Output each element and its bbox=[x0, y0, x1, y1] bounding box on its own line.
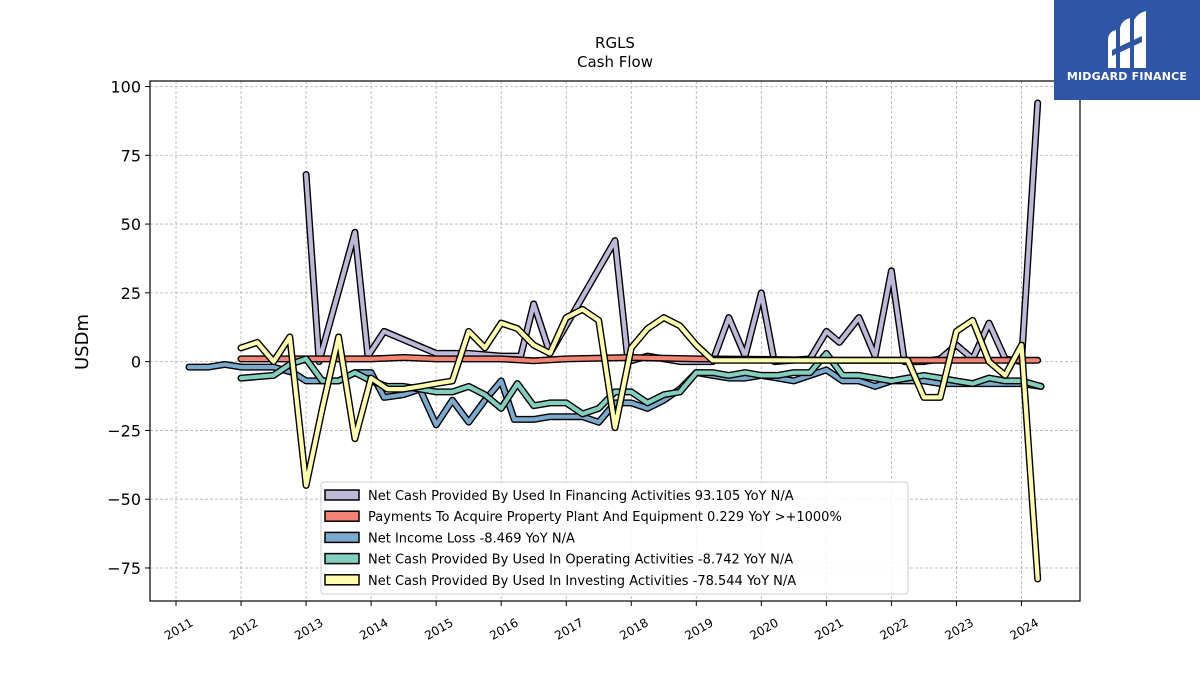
y-tick-label: −50 bbox=[107, 490, 141, 509]
x-tick-label: 2023 bbox=[942, 615, 975, 642]
x-tick-label: 2015 bbox=[422, 615, 455, 642]
brand-name: MIDGARD FINANCE bbox=[1066, 70, 1188, 83]
legend-label: Payments To Acquire Property Plant And E… bbox=[368, 510, 842, 525]
legend-label: Net Cash Provided By Used In Operating A… bbox=[368, 553, 793, 568]
x-tick-label: 2019 bbox=[682, 615, 715, 642]
y-tick-label: −25 bbox=[107, 421, 141, 440]
brand-logo: MIDGARD FINANCE bbox=[1054, 0, 1200, 100]
plot-frame bbox=[149, 80, 1081, 602]
y-tick-label: −75 bbox=[107, 559, 141, 578]
legend-swatch bbox=[324, 552, 360, 565]
series-line bbox=[238, 307, 1040, 582]
legend-label: Net Income Loss -8.469 YoY N/A bbox=[368, 531, 575, 546]
y-tick-label: 0 bbox=[131, 353, 141, 372]
x-tick-label: 2011 bbox=[162, 615, 195, 642]
y-tick-label: 25 bbox=[121, 284, 141, 303]
y-tick-label: 100 bbox=[110, 78, 141, 97]
x-axis: 2011 2012 2013 2014 2015 2016 2017 2018 2019 2020… bbox=[162, 601, 1041, 643]
legend-swatch bbox=[324, 531, 360, 544]
legend-swatch bbox=[324, 510, 360, 522]
x-tick-label: 2018 bbox=[617, 615, 650, 642]
series-lines bbox=[185, 99, 1045, 583]
legend: Net Cash Provided By Used In Financing A… bbox=[320, 481, 909, 595]
y-axis: 100 75 50 25 0 −25 −50 −75 bbox=[107, 78, 150, 578]
x-tick-label: 2012 bbox=[227, 615, 260, 642]
midgard-logo-icon bbox=[1108, 11, 1146, 68]
x-tick-label: 2013 bbox=[292, 615, 325, 642]
x-tick-label: 2017 bbox=[552, 615, 585, 642]
x-tick-label: 2022 bbox=[877, 615, 910, 642]
legend-label: Net Cash Provided By Used In Investing A… bbox=[368, 574, 796, 589]
x-tick-label: 2014 bbox=[357, 615, 390, 642]
chart-subtitle: Cash Flow bbox=[577, 53, 653, 71]
legend-swatch bbox=[324, 489, 360, 501]
x-tick-label: 2020 bbox=[747, 615, 780, 642]
y-axis-label: USDm bbox=[72, 314, 93, 370]
y-tick-label: 50 bbox=[121, 215, 141, 234]
legend-label: Net Cash Provided By Used In Financing A… bbox=[368, 489, 794, 504]
legend-swatch bbox=[324, 574, 360, 586]
x-tick-label: 2016 bbox=[487, 615, 520, 642]
x-tick-label: 2024 bbox=[1008, 615, 1041, 642]
x-tick-label: 2021 bbox=[812, 615, 845, 642]
legend-box bbox=[320, 481, 909, 595]
chart-title: RGLS bbox=[595, 34, 635, 52]
y-tick-label: 75 bbox=[121, 146, 141, 165]
